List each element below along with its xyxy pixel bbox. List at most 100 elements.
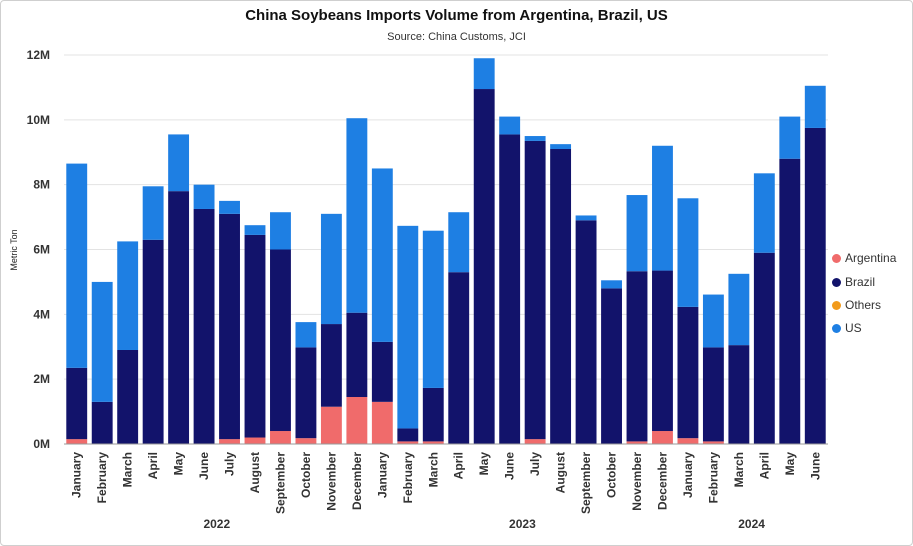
bar-us: [804, 85, 826, 128]
bar-brazil: [244, 234, 266, 438]
bar-brazil: [219, 213, 240, 440]
y-tick-label: 2M: [33, 372, 50, 386]
bar-brazil: [168, 191, 190, 444]
legend-item-us[interactable]: US: [832, 321, 862, 335]
x-tick-label: February: [401, 452, 415, 504]
bar-argentina: [702, 441, 724, 444]
x-tick-label: September: [579, 452, 593, 514]
bar-us: [499, 116, 521, 135]
legend-others-marker: [832, 300, 841, 310]
bar-brazil: [295, 347, 317, 439]
bar-brazil: [320, 324, 342, 407]
x-tick-label: April: [757, 452, 771, 479]
bar-argentina: [219, 439, 240, 444]
legend-us-label: US: [845, 321, 862, 335]
x-tick-label: November: [630, 452, 644, 511]
bar-argentina: [320, 406, 342, 444]
legend-item-argentina[interactable]: Argentina: [832, 251, 896, 265]
chart-subtitle: Source: China Customs, JCI: [387, 31, 526, 43]
bar-us: [320, 213, 342, 325]
bar-us: [728, 273, 750, 346]
x-tick-label: June: [197, 452, 211, 480]
bar-us: [142, 186, 164, 240]
bar-argentina: [346, 396, 368, 444]
bar-us: [91, 281, 113, 402]
bar-brazil: [473, 89, 495, 444]
bar-argentina: [270, 431, 291, 444]
bar-argentina: [652, 431, 673, 444]
y-tick-label: 8M: [33, 178, 50, 192]
legend-brazil-marker: [832, 277, 841, 287]
chart-title: China Soybeans Imports Volume from Argen…: [245, 7, 668, 24]
x-tick-label: August: [248, 452, 262, 493]
x-tick-label: October: [605, 452, 619, 498]
bar-brazil: [448, 272, 470, 444]
bar-us: [753, 173, 775, 253]
bar-us: [702, 294, 724, 348]
bar-us: [397, 225, 419, 429]
bar-us: [295, 322, 317, 348]
bar-argentina: [626, 441, 648, 444]
bar-us: [677, 198, 699, 307]
y-tick-label: 0M: [33, 437, 50, 451]
legend-item-others[interactable]: Others: [832, 298, 881, 312]
bar-us: [270, 212, 291, 250]
legend-argentina-label: Argentina: [845, 251, 897, 265]
bar-argentina: [244, 437, 266, 444]
x-tick-label: July: [223, 452, 237, 476]
bar-us: [346, 118, 368, 313]
x-tick-label: February: [95, 452, 109, 504]
bar-argentina: [371, 401, 393, 444]
y-tick-label: 10M: [27, 113, 50, 127]
bar-brazil: [779, 158, 801, 444]
x-tick-label: November: [324, 452, 338, 511]
bar-brazil: [804, 127, 826, 444]
year-group-label: 2024: [738, 517, 765, 531]
y-tick-label: 6M: [33, 243, 50, 257]
bar-brazil: [66, 367, 88, 440]
bar-argentina: [66, 439, 88, 444]
bar-brazil: [91, 401, 113, 444]
x-tick-label: September: [273, 452, 287, 514]
x-tick-label: January: [70, 452, 84, 498]
bar-brazil: [728, 345, 750, 444]
x-tick-label: April: [146, 452, 160, 479]
x-tick-label: June: [503, 452, 517, 480]
x-tick-label: July: [528, 452, 542, 476]
legend-brazil-label: Brazil: [845, 275, 876, 289]
x-tick-label: May: [172, 452, 186, 476]
x-tick-label: August: [554, 452, 568, 493]
bar-us: [575, 215, 597, 221]
legend-item-brazil[interactable]: Brazil: [832, 275, 875, 289]
bar-brazil: [575, 220, 597, 444]
bar-argentina: [677, 438, 699, 444]
bar-us: [652, 145, 673, 271]
bar-argentina: [524, 439, 546, 444]
bar-us: [168, 134, 190, 192]
y-tick-label: 4M: [33, 307, 50, 321]
bar-us: [117, 241, 139, 350]
bar-brazil: [397, 428, 419, 442]
bar-us: [244, 225, 266, 235]
bar-brazil: [652, 270, 673, 432]
bar-brazil: [626, 271, 648, 442]
x-tick-label: June: [808, 452, 822, 480]
bar-us: [601, 280, 622, 289]
bar-brazil: [346, 312, 368, 397]
legend-us-marker: [832, 323, 841, 333]
year-group-label: 2023: [509, 517, 536, 531]
bar-us: [626, 195, 648, 272]
bar-brazil: [702, 347, 724, 442]
x-tick-label: May: [477, 452, 491, 476]
bar-brazil: [371, 341, 393, 402]
year-group-label: 2022: [203, 517, 230, 531]
bar-brazil: [270, 249, 291, 432]
bar-brazil: [601, 288, 622, 444]
bar-us: [550, 144, 572, 150]
bar-us: [371, 168, 393, 342]
x-tick-label: February: [706, 452, 720, 504]
bar-brazil: [677, 306, 699, 439]
x-tick-label: March: [426, 452, 440, 487]
bar-brazil: [193, 208, 215, 444]
bar-us: [422, 230, 444, 388]
